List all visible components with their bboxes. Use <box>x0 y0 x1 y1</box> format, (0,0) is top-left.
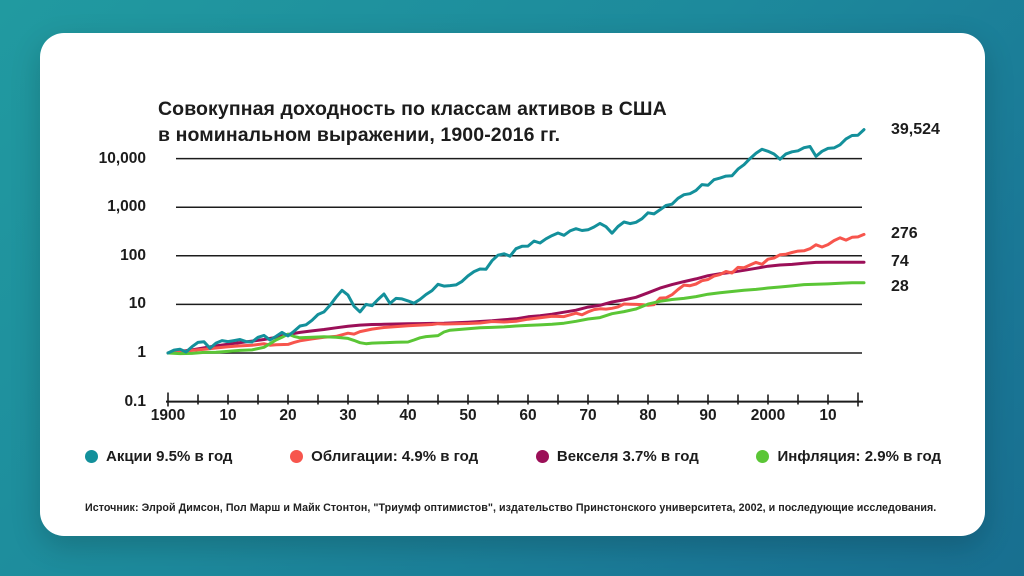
source-note: Источник: Элрой Димсон, Пол Марш и Майк … <box>85 502 937 514</box>
y-tick-label: 1,000 <box>107 198 146 216</box>
end-value-stocks: 39,524 <box>891 120 940 138</box>
x-tick-label: 70 <box>579 407 597 424</box>
inflation-legend-dot-icon <box>756 450 770 463</box>
bonds-legend-dot-icon <box>290 450 304 463</box>
x-tick-label: 20 <box>279 407 297 424</box>
end-value-bonds: 276 <box>891 225 918 243</box>
x-tick-label: 1900 <box>150 407 186 424</box>
x-tick-label: 60 <box>519 407 537 424</box>
x-tick-label: 50 <box>459 407 477 424</box>
chart-title-line2: в номинальном выражении, 1900-2016 гг. <box>158 124 561 146</box>
x-tick-label: 90 <box>699 407 717 424</box>
y-tick-label: 10,000 <box>98 149 146 167</box>
legend-label-bills: Векселя 3.7% в год <box>556 448 699 465</box>
legend-item-bonds: Облигации: 4.9% в год <box>290 448 478 465</box>
x-tick-label: 40 <box>399 407 417 424</box>
end-value-inflation: 28 <box>891 278 909 296</box>
y-tick-label: 100 <box>120 246 146 264</box>
legend-label-inflation: Инфляция: 2.9% в год <box>777 448 941 465</box>
stocks-legend-dot-icon <box>85 450 98 463</box>
x-tick-label: 80 <box>639 407 657 424</box>
legend-item-bills: Векселя 3.7% в год <box>535 448 699 465</box>
legend-item-inflation: Инфляция: 2.9% в год <box>756 448 941 465</box>
legend: Акции 9.5% в год Облигации: 4.9% в год В… <box>85 448 941 465</box>
series-line-Облигации <box>166 232 866 355</box>
end-value-bills: 74 <box>891 253 909 271</box>
y-tick-label: 0.1 <box>124 392 146 410</box>
chart-title-line1: Совокупная доходность по классам активов… <box>158 98 667 120</box>
series-line-Акции <box>166 128 866 355</box>
x-tick-label: 10 <box>819 407 837 424</box>
y-tick-label: 10 <box>128 295 146 313</box>
chart-title: Совокупная доходность по классам активов… <box>158 96 667 148</box>
x-tick-label: 10 <box>219 407 237 424</box>
legend-item-stocks: Акции 9.5% в год <box>85 448 232 465</box>
series-line-Инфляция <box>166 281 866 356</box>
legend-label-bonds: Облигации: 4.9% в год <box>311 448 479 465</box>
y-tick-label: 1 <box>137 344 146 361</box>
x-tick-label: 30 <box>339 407 357 424</box>
legend-label-stocks: Акции 9.5% в год <box>106 448 233 465</box>
x-tick-label: 2000 <box>750 407 786 424</box>
bills-legend-dot-icon <box>535 450 549 463</box>
